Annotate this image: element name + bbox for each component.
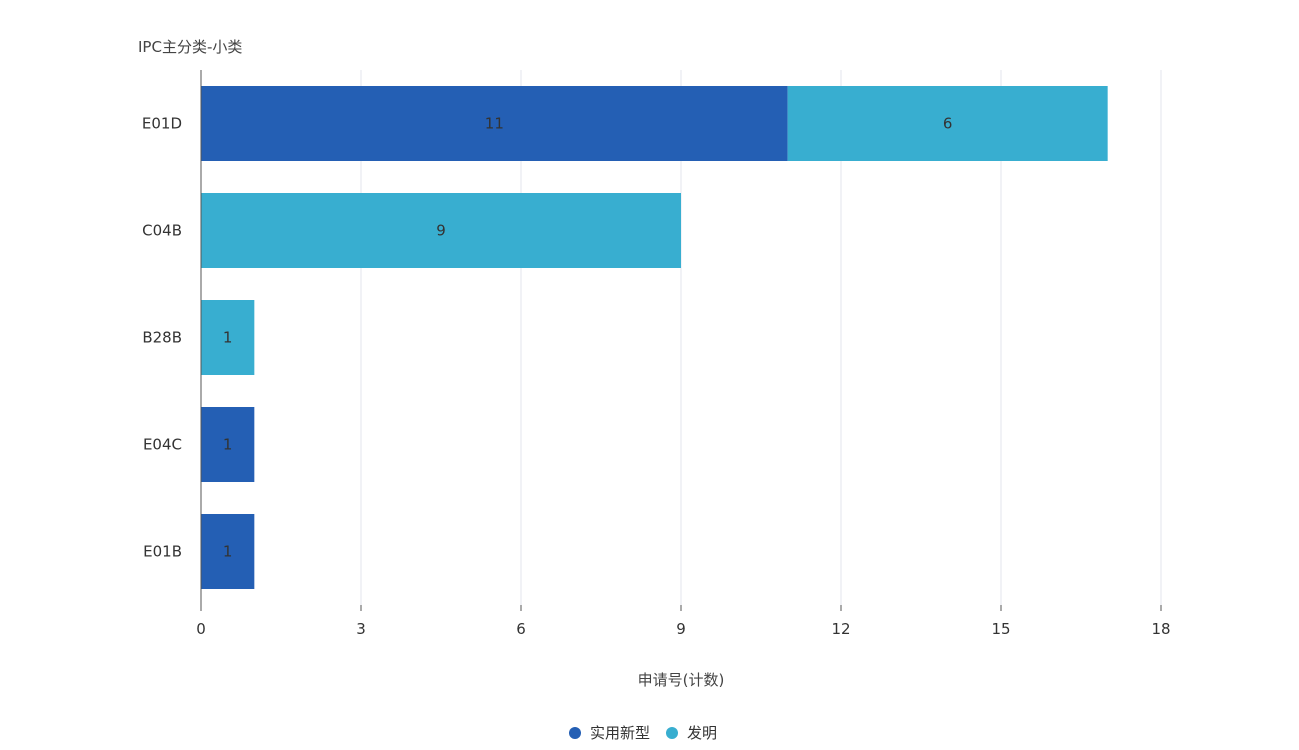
x-axis-title: 申请号(计数) [638,671,725,689]
legend-label: 发明 [687,724,717,742]
data-label: 1 [223,543,233,561]
y-axis-title: IPC主分类-小类 [138,38,242,56]
data-label: 6 [943,115,953,133]
x-tick-label: 15 [991,620,1010,638]
data-label: 1 [223,436,233,454]
y-tick-label: B28B [142,329,182,347]
bar-labels: 1169111 [223,115,953,561]
legend-item[interactable]: 实用新型 [569,724,650,742]
y-tick-label: C04B [142,222,182,240]
y-axis: E01D C04B B28B E04C E01B [142,70,201,605]
data-label: 1 [223,329,233,347]
data-label: 11 [485,115,504,133]
x-tick-label: 6 [516,620,526,638]
x-tick-label: 3 [356,620,366,638]
x-tick-label: 18 [1151,620,1170,638]
y-tick-label: E04C [143,436,182,454]
x-tick-label: 9 [676,620,686,638]
data-label: 9 [436,222,446,240]
x-axis: 0 3 6 9 12 15 18 [196,605,1170,638]
legend[interactable]: 实用新型 发明 [569,724,717,742]
x-tick-label: 12 [831,620,850,638]
legend-label: 实用新型 [590,724,650,742]
legend-marker [666,727,678,739]
y-tick-label: E01B [143,543,182,561]
x-tick-label: 0 [196,620,206,638]
legend-marker [569,727,581,739]
y-tick-label: E01D [142,115,182,133]
bars [201,86,1108,589]
legend-item[interactable]: 发明 [666,724,717,742]
